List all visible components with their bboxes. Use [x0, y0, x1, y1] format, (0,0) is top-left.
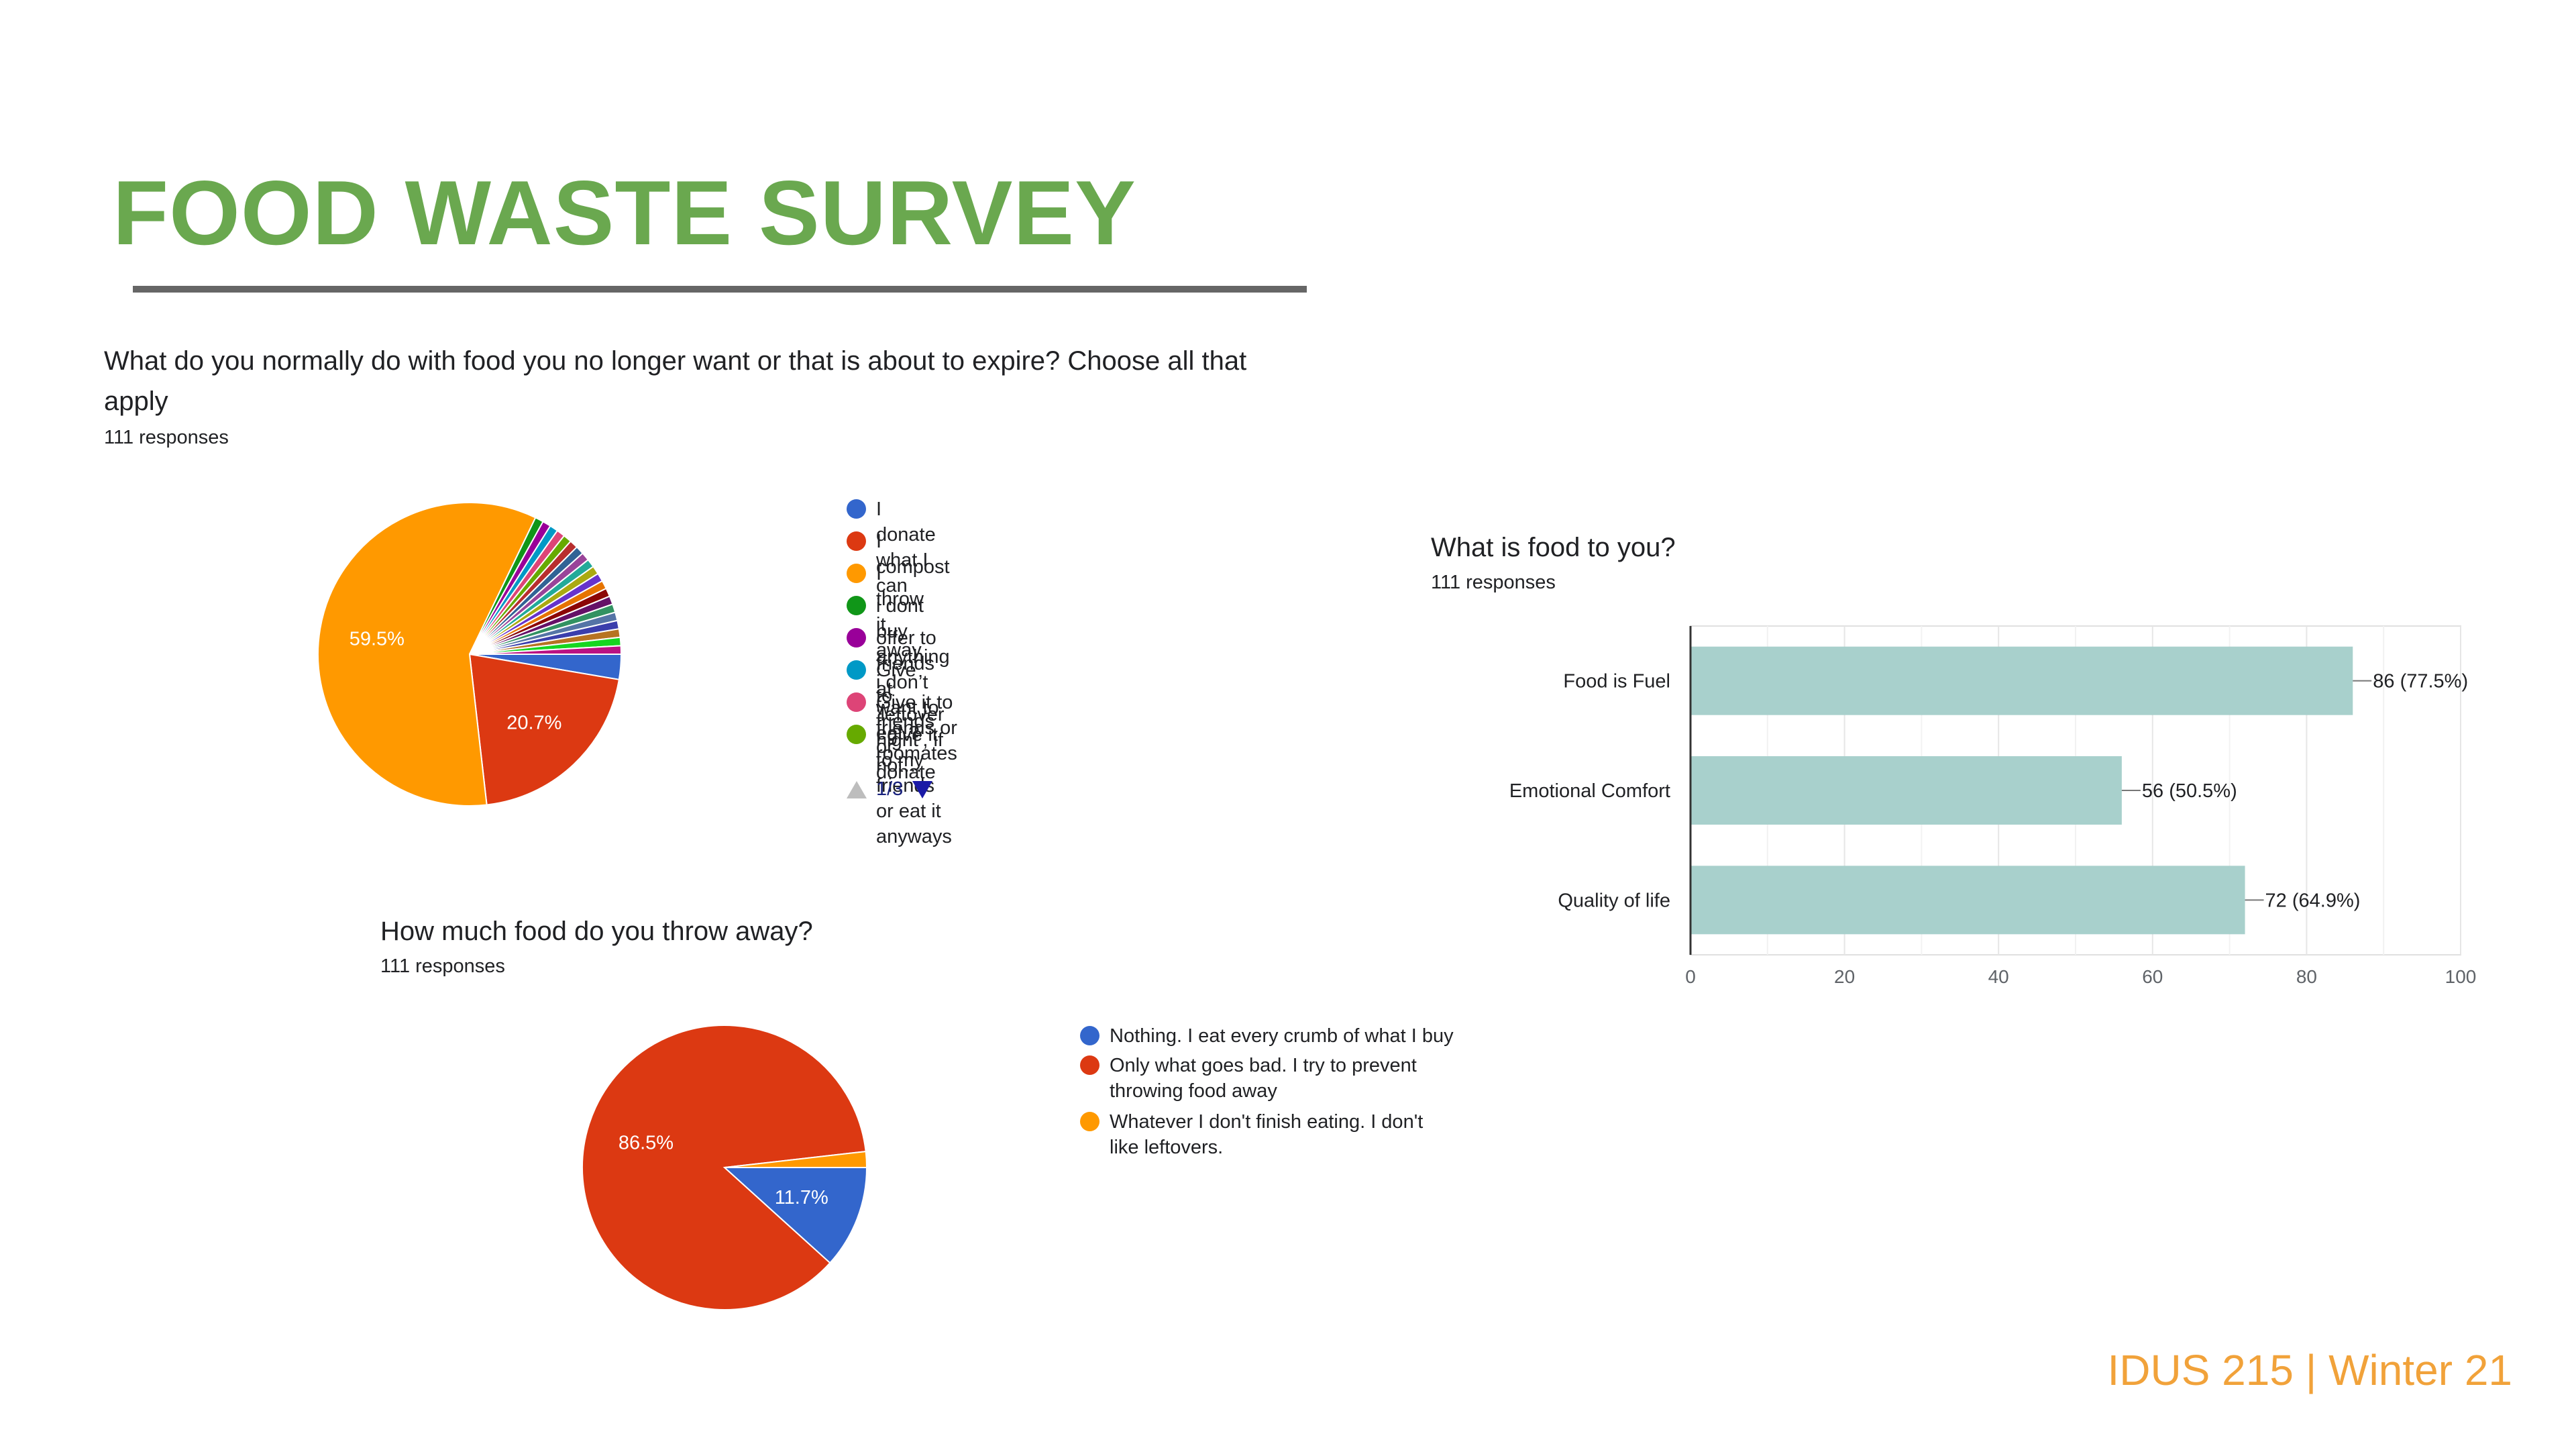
title-divider — [133, 286, 1307, 293]
chart2-slice-1 — [582, 1025, 867, 1310]
chart1-slice-2 — [317, 502, 537, 807]
course-footer: IDUS 215 | Winter 21 — [2107, 1346, 2512, 1394]
slide-title: FOOD WASTE SURVEY — [113, 162, 1136, 264]
chart3-data-label: 72 (64.9%) — [2265, 890, 2361, 911]
chart1-legend-label: Give it to friends or roomates — [876, 692, 957, 764]
chart3-bar — [1690, 756, 2122, 825]
chart1-legend-label: Give to friends or donate — [876, 660, 936, 783]
chart1-legend-item: Give to friends or donate — [847, 658, 936, 785]
chart1-legend-item: offer to friends at ‘leftover night’, if… — [847, 625, 945, 778]
chart2-legend-swatch — [1080, 1112, 1099, 1131]
chart3-bar — [1690, 866, 2245, 935]
chart1-legend-item: I throw it away — [847, 561, 924, 663]
chart3-category-label: Emotional Comfort — [1509, 780, 1670, 802]
chart1-legend-swatch — [847, 499, 866, 519]
chart1-legend-swatch — [847, 725, 866, 744]
chart1-legend-label: offer to friends at ‘leftover night’, if… — [876, 627, 945, 776]
chart3-title: What is food to you? — [1431, 533, 1676, 562]
chart1-legend-swatch — [847, 692, 866, 712]
chart3-tick-label: 0 — [1685, 966, 1696, 987]
chart2-legend-swatch — [1080, 1055, 1099, 1075]
chart2-legend-item: Nothing. I eat every crumb of what I buy — [1080, 1023, 1456, 1049]
chart2-legend-label: Nothing. I eat every crumb of what I buy — [1110, 1025, 1454, 1047]
pager-down-icon[interactable] — [912, 780, 933, 798]
chart3-data-label: 86 (77.5%) — [2373, 671, 2468, 692]
chart2-legend-item: Only what goes bad. I try to prevent thr… — [1080, 1053, 1456, 1104]
chart1-legend-item: I compost — [847, 529, 950, 580]
chart1-legend-label: I compost — [876, 531, 950, 578]
chart1-legend-item: i dont buy anything i don’t want to eat … — [847, 593, 950, 746]
chart2-responses: 111 responses — [380, 955, 505, 977]
chart3-tick-label: 60 — [2142, 966, 2163, 987]
chart2-slice-label-1: 86.5% — [619, 1132, 674, 1153]
chart1-legend-label: i dont buy anything i don’t want to eat … — [876, 595, 950, 744]
chart1-legend-swatch — [847, 628, 866, 648]
chart1-responses: 111 responses — [104, 427, 229, 448]
chart2-pie: 11.7% 86.5% — [582, 1025, 868, 1310]
chart3-tick-label: 80 — [2296, 966, 2317, 987]
chart3-bar-chart: Food is Fuel 86 (77.5%) Emotional Comfort 5… — [1509, 625, 2477, 987]
chart3-tick-label: 40 — [1988, 966, 2009, 987]
chart1-legend-swatch — [847, 660, 866, 680]
chart1-slice-1 — [468, 653, 620, 806]
pager-label: 1/3 — [876, 778, 904, 800]
chart2-slice-2 — [724, 1150, 868, 1168]
chart3-bar — [1690, 646, 2353, 715]
chart2-title: How much food do you throw away? — [380, 917, 813, 946]
chart3-category-label: Food is Fuel — [1563, 671, 1670, 692]
chart1-title: What do you normally do with food you no… — [104, 346, 1247, 416]
chart1-slice-22 — [469, 645, 623, 655]
chart3-category-label: Quality of life — [1558, 890, 1670, 911]
chart1-legend-label: I donate what I can — [876, 499, 936, 597]
chart3-responses: 111 responses — [1431, 572, 1556, 593]
chart2-legend-swatch — [1080, 1026, 1099, 1045]
chart1-slice-label-2: 59.5% — [350, 629, 405, 650]
chart1-legend-item: Give it to friends or roomates — [847, 690, 957, 766]
pager-up-icon[interactable] — [847, 780, 867, 798]
chart1-legend-swatch — [847, 596, 866, 615]
chart2-slice-label-0: 11.7% — [775, 1187, 828, 1208]
chart1-pie: 20.7% 59.5% — [317, 502, 623, 807]
chart1-legend-swatch — [847, 531, 866, 551]
chart3-data-label: 56 (50.5%) — [2142, 780, 2237, 802]
chart1-slice-label-1: 20.7% — [506, 713, 561, 734]
legend-pager: 1/3 — [847, 778, 933, 800]
chart1-legend-label: I throw it away — [876, 563, 924, 661]
chart2-legend-label: Whatever I don't finish eating. I don't … — [1110, 1111, 1424, 1158]
chart3-tick-label: 100 — [2445, 966, 2477, 987]
chart2-legend-item: Whatever I don't finish eating. I don't … — [1080, 1109, 1456, 1160]
chart3-tick-label: 20 — [1834, 966, 1855, 987]
chart2-legend-label: Only what goes bad. I try to prevent thr… — [1110, 1055, 1417, 1102]
chart2-slice-0 — [722, 1167, 868, 1264]
chart1-legend-swatch — [847, 564, 866, 583]
chart1-legend-item: I donate what I can — [847, 497, 936, 599]
